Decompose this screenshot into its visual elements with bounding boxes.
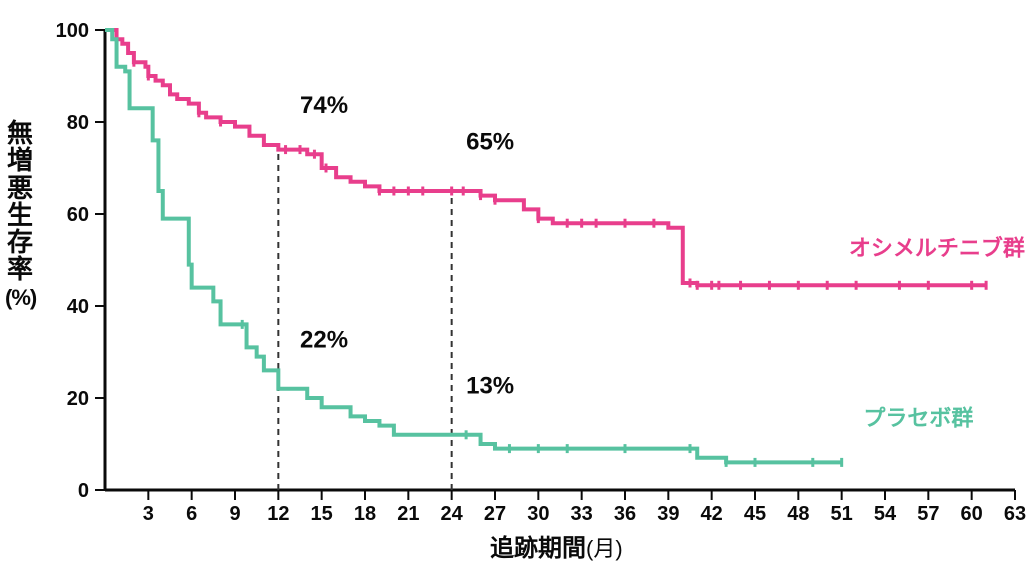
y-tick-label: 80 [67,112,89,134]
y-axis-label-char: 悪 [5,175,35,202]
y-axis-label-char: 存 [5,229,35,256]
y-axis-label: 無 増 悪 生 存 率 (%) [5,120,35,309]
x-tick-label: 21 [397,503,419,525]
series-label-placebo: プラセボ群 [863,406,973,431]
km-chart: 0204060801003691215182124273033363942454… [0,0,1029,555]
y-tick-label: 100 [56,20,89,42]
x-tick-label: 18 [354,503,376,525]
annotation: 22% [300,326,348,353]
x-tick-label: 57 [917,503,939,525]
x-axis-label-text: 追跡期間 [490,535,586,562]
x-tick-label: 45 [744,503,766,525]
annotation: 74% [300,92,348,119]
x-tick-label: 9 [229,503,240,525]
x-axis-label: 追跡期間(月) [490,528,623,563]
x-tick-label: 42 [701,503,723,525]
y-tick-label: 20 [67,388,89,410]
x-tick-label: 15 [311,503,333,525]
y-tick-label: 40 [67,296,89,318]
x-tick-label: 33 [571,503,593,525]
y-tick-label: 0 [78,480,89,502]
annotation: 13% [466,372,514,399]
x-tick-label: 12 [267,503,289,525]
x-tick-label: 51 [831,503,853,525]
x-tick-label: 24 [441,503,464,525]
y-axis-unit: (%) [5,286,35,309]
x-tick-label: 60 [961,503,983,525]
y-axis-label-char: 率 [5,256,35,283]
x-tick-label: 27 [484,503,506,525]
x-tick-label: 6 [186,503,197,525]
y-axis-label-char: 無 [5,120,35,147]
x-tick-label: 48 [787,503,809,525]
y-axis-label-char: 生 [5,202,35,229]
annotation: 65% [466,129,514,156]
x-tick-label: 36 [614,503,636,525]
x-tick-label: 3 [143,503,154,525]
x-tick-label: 54 [874,503,897,525]
x-axis-unit: (月) [586,536,623,561]
x-tick-label: 63 [1004,503,1026,525]
x-tick-label: 30 [527,503,549,525]
series-label-osimertinib: オシメルチニブ群 [849,235,1025,260]
y-axis-label-char: 増 [5,147,35,174]
y-tick-label: 60 [67,204,89,226]
x-tick-label: 39 [657,503,679,525]
